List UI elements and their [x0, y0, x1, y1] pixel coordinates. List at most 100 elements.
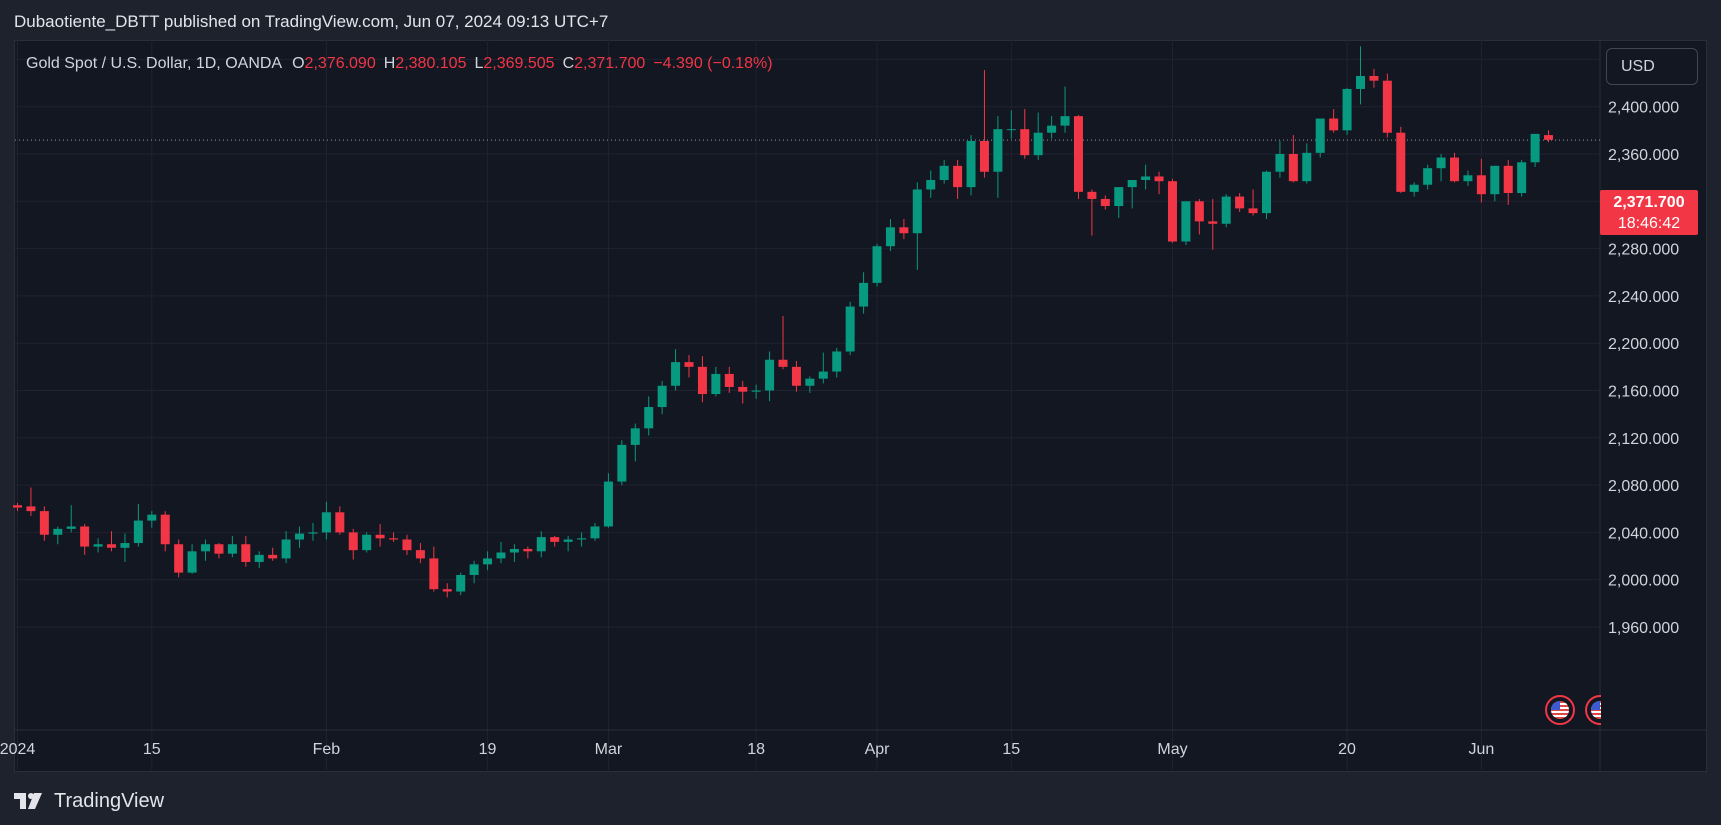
high-label: H [383, 55, 396, 72]
candle-body-up [671, 362, 681, 386]
candle-body-up [1517, 162, 1527, 194]
x-tick-label: 19 [479, 741, 497, 758]
candle-body-up [93, 544, 103, 547]
x-tick-label: 15 [1002, 741, 1020, 758]
candle-body-down [1073, 116, 1083, 192]
candle-body-up [1261, 171, 1271, 214]
candle-body-up [456, 574, 466, 592]
publisher-header: Dubaotiente_DBTT published on TradingVie… [0, 0, 1721, 40]
candle-body-up [120, 543, 130, 548]
y-tick-label: 2,120.000 [1608, 431, 1679, 448]
last-price-badge: 2,371.700 18:46:42 [1600, 190, 1698, 235]
candle-body-up [1530, 133, 1540, 163]
candle-body-up [1141, 176, 1151, 181]
candle-body-down [1450, 157, 1460, 182]
bar-countdown: 18:46:42 [1617, 215, 1681, 232]
candle-body-down [415, 550, 425, 559]
candle-body-down [1476, 175, 1486, 195]
candle-body-down [174, 544, 184, 573]
candle-body-up [644, 407, 654, 429]
candle-body-up [966, 140, 976, 188]
candle-body-up [1181, 201, 1191, 242]
candle-body-up [147, 514, 157, 521]
candle-body-up [308, 532, 318, 534]
x-tick-label: May [1157, 741, 1187, 758]
close-label: C [562, 55, 575, 72]
candle-body-up [805, 378, 815, 386]
candle-body-up [939, 165, 949, 181]
candle-body-up [483, 558, 493, 565]
brand-name: TradingView [54, 789, 165, 812]
candle-body-up [1490, 165, 1500, 195]
candlestick-chart[interactable]: 2,440.0002,400.0002,360.0002,320.0002,28… [0, 40, 1721, 772]
candle-body-up [66, 526, 76, 529]
x-tick-label: Apr [865, 741, 891, 758]
candle-body-down [348, 532, 358, 551]
candle-body-up [577, 538, 587, 540]
candle-body-up [1033, 132, 1043, 156]
candle-body-down [1369, 75, 1379, 81]
candle-body-down [1167, 181, 1177, 242]
high-value: 2,380.105 [395, 55, 467, 72]
candle-body-down [979, 140, 989, 172]
candle-body-up [1423, 168, 1433, 185]
candle-body-up [832, 351, 842, 372]
close-value: 2,371.700 [574, 55, 646, 72]
candle-body-up [1302, 152, 1312, 182]
y-tick-label: 2,360.000 [1608, 147, 1679, 164]
x-tick-label: 15 [143, 741, 161, 758]
candle-body-up [1409, 184, 1419, 192]
candle-body-down [1288, 154, 1298, 182]
candle-body-down [1248, 208, 1258, 214]
candle-body-up [53, 528, 63, 535]
candle-body-down [738, 386, 748, 392]
tradingview-branding[interactable]: TradingView [14, 786, 164, 816]
candle-body-up [362, 534, 372, 551]
candle-body-down [214, 544, 224, 554]
y-tick-label: 2,080.000 [1608, 478, 1679, 495]
candle-body-down [1396, 132, 1406, 192]
candle-body-down [1194, 201, 1204, 222]
candle-body-down [724, 373, 734, 387]
candle-body-down [80, 526, 90, 547]
us-flag-event-icon[interactable] [1545, 695, 1575, 725]
candle-body-down [1235, 196, 1245, 209]
change-value: −4.390 (−0.18%) [653, 55, 773, 72]
candle-body-down [107, 544, 117, 548]
x-tick-label: Jun [1468, 741, 1494, 758]
candle-body-up [912, 189, 922, 234]
y-tick-label: 2,200.000 [1608, 336, 1679, 353]
chart-pane[interactable] [14, 40, 1707, 772]
candle-body-up [926, 180, 936, 190]
candle-body-up [603, 481, 613, 527]
candle-body-up [590, 526, 600, 539]
candle-body-up [509, 548, 519, 553]
candle-body-up [1006, 129, 1016, 131]
low-label: L [474, 55, 484, 72]
candle-body-down [241, 544, 251, 562]
candle-body-up [751, 390, 761, 392]
candle-body-up [993, 129, 1003, 172]
candle-body-down [550, 537, 560, 542]
candle-body-up [845, 306, 855, 352]
candle-body-up [187, 551, 197, 573]
candle-body-down [402, 539, 412, 551]
candle-body-up [1315, 118, 1325, 153]
candle-body-up [1356, 75, 1365, 89]
candle-body-up [711, 373, 721, 395]
open-value: 2,376.090 [304, 55, 376, 72]
y-tick-label: 2,240.000 [1608, 289, 1679, 306]
candle-body-up [321, 512, 331, 533]
y-tick-label: 2,000.000 [1608, 573, 1679, 590]
candle-body-up [657, 385, 667, 408]
candle-body-down [39, 511, 49, 535]
currency-button[interactable]: USD [1606, 48, 1698, 85]
x-tick-label: Mar [595, 741, 623, 758]
candle-body-up [227, 544, 237, 554]
candle-body-down [429, 558, 439, 590]
ohlc-legend: Gold Spot / U.S. Dollar, 1D, OANDA O2,376… [26, 55, 773, 73]
symbol-title[interactable]: Gold Spot / U.S. Dollar, 1D, OANDA [26, 55, 283, 72]
candle-body-up [1127, 180, 1137, 188]
candle-body-up [872, 246, 882, 283]
candle-body-up [201, 544, 211, 552]
